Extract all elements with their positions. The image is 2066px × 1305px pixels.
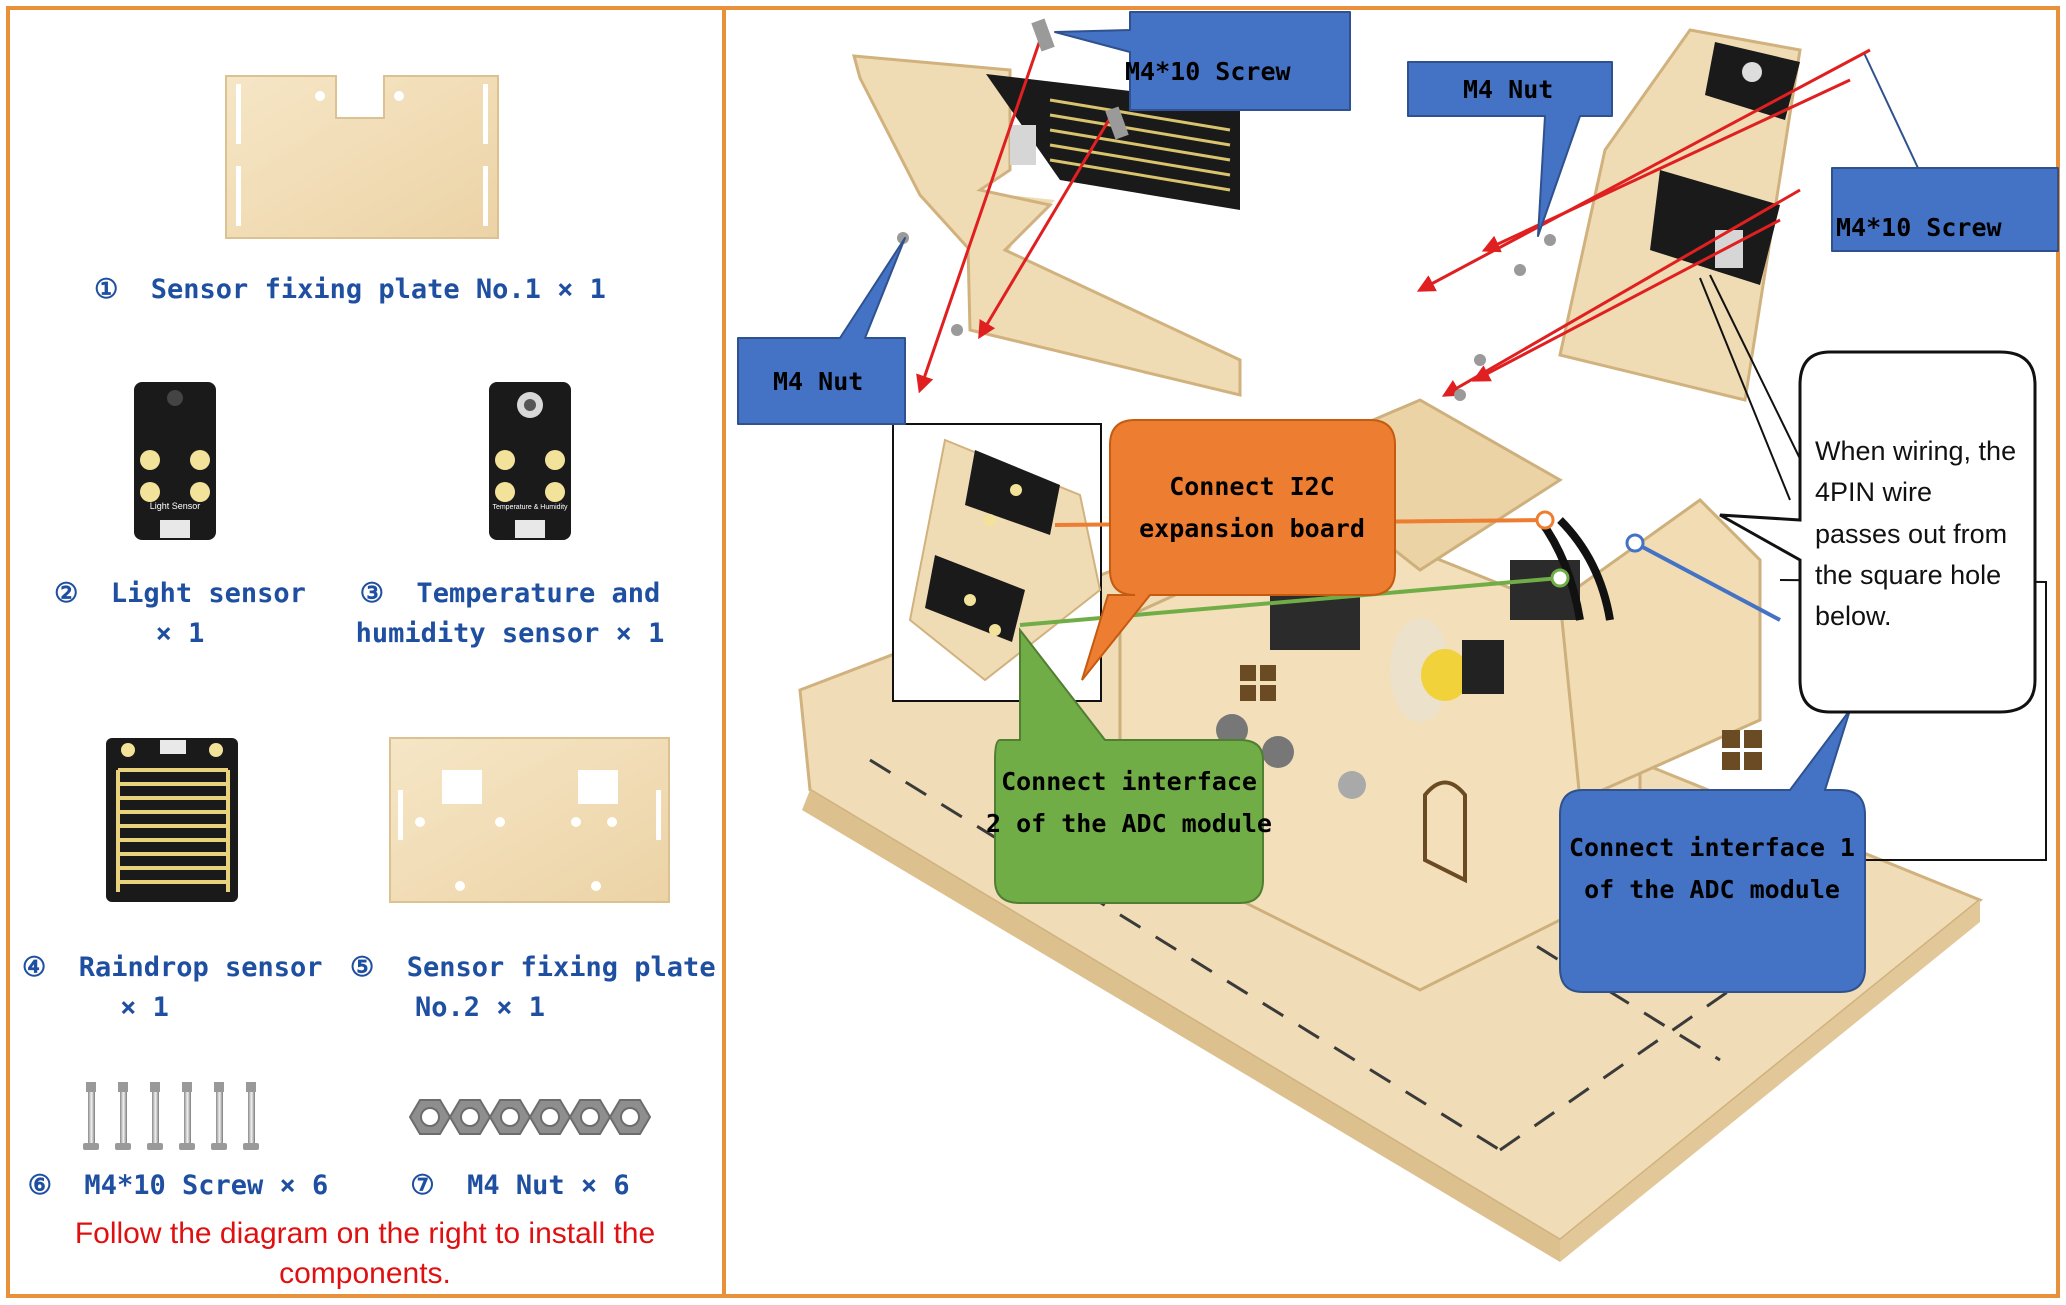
callout-adc2-line1: Connect interface — [1001, 767, 1257, 796]
light-sensor-print: Light Sensor — [150, 501, 201, 511]
temp-sensor-print: Temperature & Humidity — [492, 504, 568, 511]
callout-nut-right-text: M4 Nut — [1463, 75, 1553, 104]
part-5-label-line1: ⑤ Sensor fixing plate — [350, 952, 716, 983]
sensors-assembly-exploded — [1416, 28, 1871, 402]
callout-screw-right — [1831, 54, 2059, 252]
part-4-label-line2: × 1 — [120, 992, 169, 1023]
part-7-label: ⑦ M4 Nut × 6 — [410, 1170, 630, 1201]
callout-adc1-line1: Connect interface 1 — [1569, 833, 1855, 862]
inset-closeup — [892, 423, 1102, 702]
callout-i2c-line1: Connect I2C — [1169, 472, 1335, 501]
callout-adc1-line2: of the ADC module — [1584, 875, 1840, 904]
callout-nut-left-text: M4 Nut — [773, 367, 863, 396]
fixing-plate-2-image — [389, 737, 670, 903]
callout-adc1 — [1559, 709, 1866, 993]
callout-screw-top — [1054, 11, 1351, 111]
part-4-label-line1: ④ Raindrop sensor — [22, 952, 323, 983]
callout-nut-right — [1407, 61, 1613, 237]
raindrop-sensor-image — [106, 738, 238, 902]
callout-wiring-note — [1719, 350, 2037, 714]
part-2-label-line1: ② Light sensor — [54, 578, 306, 609]
diagram-panel-frame — [722, 6, 2060, 1298]
callout-screw-top-text: M4*10 Screw — [1125, 57, 1292, 86]
callout-nut-left — [737, 237, 906, 425]
screws-image — [83, 1082, 259, 1150]
light-sensor-image: Light Sensor — [134, 382, 216, 540]
part-3-label-line2: humidity sensor × 1 — [355, 618, 665, 649]
callout-adc2 — [994, 627, 1264, 904]
part-2-label-line2: × 1 — [155, 618, 205, 649]
nuts-image — [408, 1099, 652, 1135]
wiring-note-line5: below. — [1815, 601, 1892, 631]
wiring-note-line3: passes out from — [1815, 519, 2007, 549]
callout-screw-right-text: M4*10 Screw — [1836, 213, 2003, 242]
part-3-label-line1: ③ Temperature and — [359, 578, 661, 609]
part-6-label: ⑥ M4*10 Screw × 6 — [27, 1170, 329, 1201]
wiring-note-line4: the square hole — [1815, 560, 2001, 590]
wiring-note-line2: 4PIN wire — [1815, 477, 1932, 507]
fixing-plate-1-image — [225, 75, 499, 239]
wiring-note-line1: When wiring, the — [1815, 436, 2016, 466]
temp-humidity-sensor-image: Temperature & Humidity — [489, 382, 571, 540]
part-1-label: ① Sensor fixing plate No.1 × 1 — [94, 274, 606, 305]
callout-adc2-line2: 2 of the ADC module — [986, 809, 1272, 838]
callout-i2c-line2: expansion board — [1139, 514, 1365, 543]
part-5-label-line2: No.2 × 1 — [414, 992, 546, 1023]
callout-i2c — [1081, 419, 1396, 681]
install-instruction: Follow the diagram on the right to insta… — [74, 1217, 656, 1290]
